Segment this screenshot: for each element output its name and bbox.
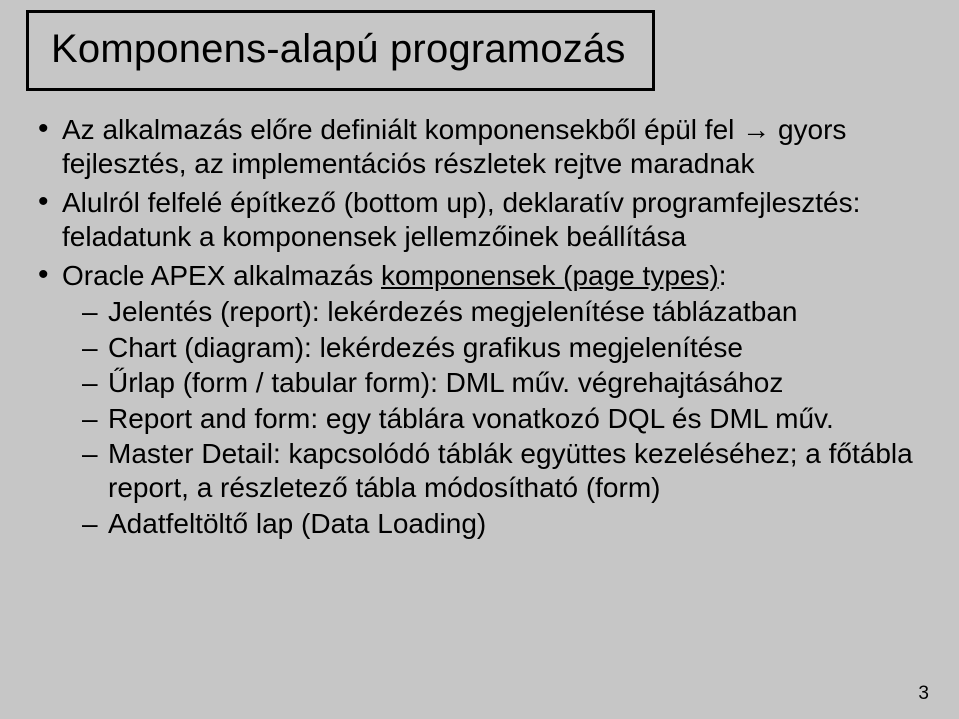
bullet-text-underlined: komponensek (page types) [381, 260, 719, 291]
bullet-text-suffix: : [719, 260, 727, 291]
bullet-item: Az alkalmazás előre definiált komponense… [34, 113, 931, 180]
bullet-text: Alulról felfelé építkező (bottom up), de… [62, 187, 860, 252]
bullet-list: Az alkalmazás előre definiált komponense… [34, 113, 931, 540]
sub-bullet-item: Űrlap (form / tabular form): DML műv. vé… [82, 366, 931, 400]
sub-bullet-text: Master Detail: kapcsolódó táblák együtte… [108, 438, 913, 503]
bullet-text-prefix: Oracle APEX alkalmazás [62, 260, 381, 291]
bullet-text: Az alkalmazás előre definiált komponense… [62, 114, 846, 179]
title-box: Komponens-alapú programozás [26, 10, 655, 91]
page-number: 3 [918, 683, 929, 705]
sub-bullet-text: Adatfeltöltő lap (Data Loading) [108, 508, 486, 539]
sub-bullet-text: Report and form: egy táblára vonatkozó D… [108, 403, 834, 434]
sub-bullet-item: Master Detail: kapcsolódó táblák együtte… [82, 437, 931, 504]
sub-bullet-item: Jelentés (report): lekérdezés megjelenít… [82, 295, 931, 329]
sub-bullet-item: Report and form: egy táblára vonatkozó D… [82, 402, 931, 436]
bullet-item: Alulról felfelé építkező (bottom up), de… [34, 186, 931, 253]
slide: Komponens-alapú programozás Az alkalmazá… [0, 0, 959, 719]
sub-bullet-item: Adatfeltöltő lap (Data Loading) [82, 507, 931, 541]
sub-bullet-list: Jelentés (report): lekérdezés megjelenít… [62, 295, 931, 540]
sub-bullet-text: Jelentés (report): lekérdezés megjelenít… [108, 296, 798, 327]
slide-title: Komponens-alapú programozás [51, 27, 626, 72]
slide-content: Az alkalmazás előre definiált komponense… [24, 113, 935, 540]
sub-bullet-text: Chart (diagram): lekérdezés grafikus meg… [108, 332, 743, 363]
bullet-item: Oracle APEX alkalmazás komponensek (page… [34, 259, 931, 540]
sub-bullet-item: Chart (diagram): lekérdezés grafikus meg… [82, 331, 931, 365]
sub-bullet-text: Űrlap (form / tabular form): DML műv. vé… [108, 367, 783, 398]
